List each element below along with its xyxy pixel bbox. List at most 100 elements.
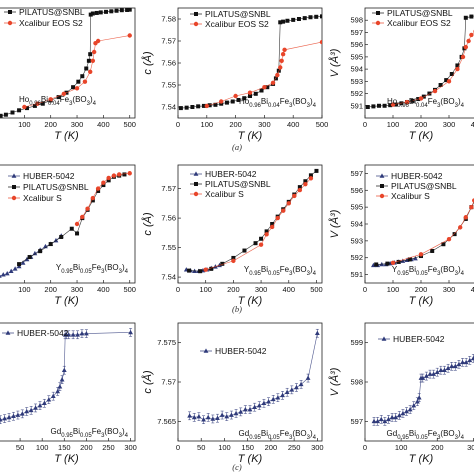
chart-panel: 100 200 300 400 500 T (K) HUBER-5042PILATUS@SN…: [0, 164, 136, 307]
data-point: [452, 232, 457, 237]
data-point: [19, 411, 25, 416]
data-point: [201, 417, 206, 422]
data-point: [127, 8, 132, 12]
data-point: [38, 249, 43, 254]
plot-frame: [0, 322, 136, 442]
data-point: [270, 222, 275, 226]
data-point: [259, 88, 264, 93]
data-point: [10, 110, 15, 115]
data-point: [88, 52, 93, 57]
data-point: [414, 399, 420, 404]
data-point: [50, 393, 56, 398]
x-tick-label: 100: [18, 285, 31, 294]
data-point: [224, 100, 229, 105]
data-point: [445, 365, 451, 371]
data-point: [196, 414, 202, 419]
series-line: [374, 358, 474, 422]
x-tick-label: 300: [443, 285, 456, 294]
x-tick-label: 100: [201, 120, 214, 129]
data-point: [413, 255, 418, 261]
data-point: [196, 104, 201, 109]
data-point: [280, 392, 285, 398]
series-line: [392, 32, 474, 105]
data-point: [431, 371, 437, 376]
x-tick-label: 200: [229, 120, 242, 129]
x-tick-label: 400: [287, 120, 300, 129]
compound-label: Ho0.96Bi0.04Fe3(BO3)4: [387, 97, 465, 109]
data-point: [203, 267, 208, 272]
data-point: [396, 412, 402, 418]
x-tick-label: 0: [363, 120, 367, 129]
data-point: [59, 234, 64, 239]
data-point: [90, 58, 96, 63]
data-point: [449, 363, 455, 369]
y-axis-label: c (Å): [141, 370, 154, 394]
legend-entry: Xcalibur S: [391, 191, 430, 201]
data-point: [80, 74, 85, 79]
data-point: [393, 102, 398, 107]
data-point: [449, 72, 454, 76]
data-point: [256, 403, 262, 408]
legend-marker: [193, 21, 199, 27]
data-point: [265, 85, 270, 90]
data-point: [411, 403, 417, 408]
series-layer: [0, 328, 133, 425]
legend-entry: Xcalibur EOS S2: [387, 18, 451, 28]
data-point: [59, 377, 65, 382]
data-point: [297, 185, 302, 190]
y-tick-label: 596: [350, 186, 363, 195]
data-point: [15, 412, 21, 417]
data-point: [400, 410, 406, 416]
y-tick-label: 597: [350, 28, 363, 37]
x-tick-label: 200: [431, 443, 444, 452]
chart-panel: 0 100 200 300 400 500 7.54 7.55 7.56 7.57 T (K) c (…: [141, 164, 323, 307]
x-tick-label: 300: [311, 443, 324, 452]
data-point: [259, 236, 264, 241]
data-point: [215, 415, 220, 420]
data-point: [32, 103, 37, 108]
x-tick-label: 0: [176, 443, 180, 452]
data-point: [467, 357, 473, 363]
data-point: [75, 231, 80, 236]
data-point: [438, 83, 443, 87]
plot-frame: [0, 7, 136, 119]
plot-frame: [177, 322, 323, 442]
data-point: [90, 195, 96, 201]
data-point: [314, 330, 320, 336]
x-tick-label: 50: [197, 443, 205, 452]
data-point: [69, 226, 74, 231]
data-point: [191, 414, 197, 420]
data-point: [382, 103, 387, 108]
data-point: [8, 268, 14, 273]
legend-entry: PILATUS@SNBL: [387, 8, 453, 18]
data-point: [95, 186, 101, 191]
x-tick-label: 500: [123, 285, 136, 294]
data-point: [285, 18, 290, 23]
data-point: [407, 257, 412, 262]
x-tick-label: 0: [363, 443, 367, 452]
data-point: [303, 179, 308, 184]
x-tick-label: 50: [16, 443, 24, 452]
data-point: [247, 406, 253, 412]
legend-marker: [193, 191, 199, 197]
y-axis-label: V (Å³): [328, 209, 341, 238]
data-point: [463, 359, 469, 365]
x-tick-label: 250: [102, 443, 115, 452]
panel-label: (b): [232, 304, 242, 314]
data-point: [122, 172, 127, 177]
y-tick-label: 593: [350, 236, 363, 245]
data-point: [314, 14, 319, 19]
x-axis-label: T (K): [54, 295, 79, 307]
data-point: [275, 395, 281, 400]
data-point: [22, 104, 27, 110]
data-point: [0, 274, 2, 278]
x-tick-label: 400: [471, 120, 474, 129]
legend-entry: HUBER-5042: [17, 328, 69, 338]
x-tick-label: 300: [258, 120, 271, 129]
legend-entry: PILATUS@SNBL: [23, 182, 89, 192]
data-point: [220, 261, 225, 266]
series-layer: [0, 8, 132, 118]
data-point: [270, 396, 276, 402]
compound-label: Ho0.96Bi0.04Fe3(BO3)4: [19, 95, 97, 107]
chart-panel: 0 100 200 300 400 500 7.54 7.55 7.56 7.57 7.58 T (K…: [141, 7, 328, 142]
